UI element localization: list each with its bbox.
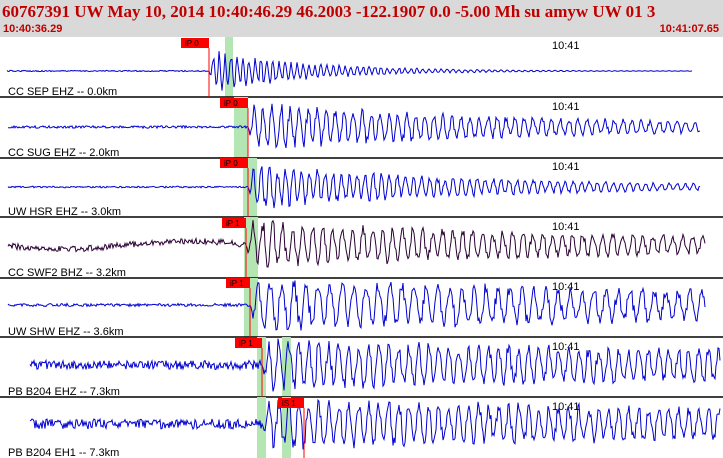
- time-mark: 10:41: [552, 221, 580, 233]
- time-mark: 10:41: [552, 40, 580, 52]
- pick-marker[interactable]: [181, 38, 209, 48]
- waveform-trace: [7, 166, 701, 209]
- pick-window: [243, 158, 257, 217]
- station-label: PB B204 EH1 -- 7.3km: [8, 447, 119, 458]
- time-mark: 10:41: [552, 101, 580, 113]
- pick-label: iP 1: [226, 219, 240, 228]
- pick-label: iS 1: [282, 399, 296, 408]
- trace-row[interactable]: iP 0 10:41 CC SUG EHZ -- 2.0km: [0, 97, 723, 159]
- trace-row[interactable]: iP 1 10:41 CC SWF2 BHZ -- 3.2km: [0, 217, 723, 279]
- waveform-trace: [29, 338, 721, 392]
- time-mark: 10:41: [552, 281, 580, 293]
- time-mark: 10:41: [552, 341, 580, 353]
- pick-marker[interactable]: [220, 98, 248, 108]
- end-time: 10:41:07.65: [659, 23, 719, 35]
- pick-label: iP 0: [185, 39, 199, 48]
- pick-label: iP 1: [239, 339, 253, 348]
- station-label: CC SUG EHZ -- 2.0km: [8, 147, 119, 159]
- pick-label: iP 1: [230, 279, 244, 288]
- start-time: 10:40:36.29: [3, 23, 63, 35]
- pick-window: [234, 97, 248, 158]
- waveform-trace: [8, 103, 701, 149]
- pick-label: iP 0: [224, 159, 238, 168]
- waveform-trace: [7, 219, 706, 268]
- event-title: 60767391 UW May 10, 2014 10:40:46.29 46.…: [2, 2, 656, 21]
- trace-row[interactable]: iP 0 10:41 UW HSR EHZ -- 3.0km: [0, 158, 723, 218]
- station-label: UW SHW EHZ -- 3.6km: [8, 326, 124, 338]
- trace-row[interactable]: iP 0 10:41 CC SEP EHZ -- 0.0km: [0, 37, 723, 98]
- waveform-trace: [7, 280, 706, 331]
- header-bar: 60767391 UW May 10, 2014 10:40:46.29 46.…: [0, 0, 723, 37]
- pick-window: [225, 37, 233, 97]
- pick-marker[interactable]: [235, 338, 262, 348]
- pick-label: iP 0: [224, 99, 238, 108]
- pick-marker[interactable]: [220, 158, 248, 168]
- waveform-trace: [29, 398, 721, 450]
- pick-window: [282, 337, 291, 397]
- pick-marker[interactable]: [222, 218, 246, 228]
- trace-row[interactable]: iS 1 10:41 PB B204 EH1 -- 7.3km: [8, 397, 721, 458]
- station-label: CC SWF2 BHZ -- 3.2km: [8, 267, 126, 279]
- station-label: PB B204 EHZ -- 7.3km: [8, 386, 120, 398]
- pick-marker[interactable]: [226, 278, 250, 288]
- station-label: UW HSR EHZ -- 3.0km: [8, 206, 121, 218]
- seismogram-panel: iP 0 10:41 CC SEP EHZ -- 0.0km iP 0 10:4…: [0, 37, 723, 458]
- time-mark: 10:41: [552, 161, 580, 173]
- pick-marker[interactable]: [278, 398, 304, 408]
- waveform-trace: [6, 51, 693, 91]
- trace-row[interactable]: iP 1 10:41 PB B204 EHZ -- 7.3km: [0, 337, 723, 398]
- station-label: CC SEP EHZ -- 0.0km: [8, 86, 117, 98]
- time-mark: 10:41: [552, 401, 580, 413]
- trace-row[interactable]: iP 1 10:41 UW SHW EHZ -- 3.6km: [0, 278, 723, 338]
